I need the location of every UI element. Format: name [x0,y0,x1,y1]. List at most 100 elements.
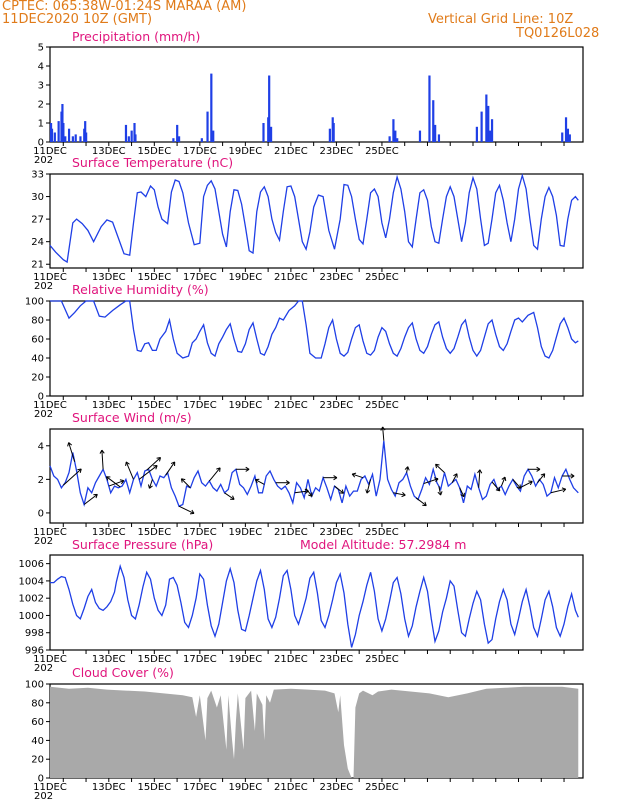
x-tick-label: 15DEC [137,146,171,157]
y-tick-label: 998 [25,628,44,639]
wind-arrow-head [93,493,98,499]
wind-arrow-head [404,466,410,471]
x-tick-label: 21DEC [274,654,308,665]
wind-arrow-head [453,473,458,478]
wind-arrow-head [401,492,406,498]
y-tick-label: 40 [31,736,44,747]
panel-title: Precipitation (mm/h) [72,29,200,44]
precip-bar [489,130,492,142]
wind-arrow-head [67,442,73,447]
y-tick-label: 21 [31,260,44,271]
x-tick-label: 25DEC [365,272,399,283]
wind-arrow [294,490,309,494]
x-tick-label: 23DEC [320,782,354,793]
x-year-label: 202 [34,409,53,420]
y-tick-label: 5 [38,43,44,54]
x-tick-label: 23DEC [320,272,354,283]
x-tick-label: 19DEC [229,654,263,665]
y-tick-label: 80 [31,316,44,327]
wind-arrow-head [119,479,125,485]
precip-bar [418,130,422,142]
wind-arrow-head [422,501,427,507]
wind-arrow [83,493,98,505]
wind-arrow-head [365,489,371,494]
x-year-label: 202 [34,281,53,292]
precip-bar [206,111,209,142]
precip-bar [53,132,56,142]
precip-bar [434,124,437,142]
wind-arrow [334,485,344,494]
wind-arrow-head [528,480,533,486]
precip-bar [124,124,128,142]
x-tick-label: 19DEC [229,527,263,538]
wind-arrow [305,488,313,497]
y-tick-label: 0 [38,508,44,519]
wind-arrow [352,473,364,479]
wind-arrow [393,492,406,496]
panel-title: Surface Pressure (hPa) [72,537,213,552]
x-tick-label: 25DEC [365,654,399,665]
wind-arrow [537,473,546,484]
x-tick-label: 13DEC [92,782,126,793]
y-tick-label: 33 [31,170,44,181]
wind-arrow [500,476,506,487]
wind-arrow [148,479,153,489]
panel-3: Surface Wind (m/s) 0 2 4 11DEC 13DEC 15DEC 17DE… [33,410,584,547]
x-tick-label: 25DEC [365,782,399,793]
wind-arrow-head [147,484,153,489]
wind-arrow [106,476,121,488]
x-tick-label: 17DEC [183,782,217,793]
wind-arrow-head [189,509,195,515]
x-tick-label: 17DEC [183,146,217,157]
x-tick-label: 19DEC [229,272,263,283]
wind-arrow-head [380,426,386,431]
precip-bar [84,121,87,142]
wind-arrow-head [561,487,567,493]
x-tick-label: 13DEC [92,527,126,538]
wind-arrow [178,505,195,514]
precip-bar [177,136,181,142]
y-tick-label: 24 [31,237,44,248]
wind-arrow [255,479,265,485]
precip-bar [210,73,213,142]
x-tick-label: 17DEC [183,400,217,411]
panel-title: Surface Temperature (nC) [72,155,233,170]
x-year-label: 202 [34,791,53,800]
wind-arrow-head [495,486,501,492]
x-tick-label: 11DEC [33,272,67,283]
wind-arrow [451,473,458,483]
precip-bar [85,132,88,142]
y-tick-label: 30 [31,192,44,203]
y-tick-label: 4 [38,62,44,73]
wind-arrow-head [170,461,176,466]
wind-arrow-head [254,478,260,484]
precip-bar [200,138,203,142]
panel-5: Cloud Cover (%) 0 20 40 60 80 100 11DEC 13DEC 15D… [25,665,584,800]
wind-arrow [415,497,427,507]
x-tick-label: 21DEC [274,146,308,157]
precip-bar [130,130,133,142]
wind-arrow-head [435,463,440,469]
wind-arrow-head [180,478,186,483]
y-tick-label: 1000 [19,611,44,622]
x-tick-label: 17DEC [183,272,217,283]
y-tick-label: 100 [25,680,44,691]
x-tick-label: 19DEC [229,400,263,411]
wind-arrow [491,481,501,492]
precip-bar [394,130,397,142]
y-tick-label: 2 [38,475,44,486]
x-tick-label: 21DEC [274,400,308,411]
plot-frame [49,554,584,651]
wind-arrow [208,467,221,482]
x-tick-label: 23DEC [320,400,354,411]
wind-arrow [423,478,439,485]
x-tick-label: 19DEC [229,146,263,157]
x-tick-label: 25DEC [365,146,399,157]
altitude-annotation: Model Altitude: 57.2984 m [300,537,466,552]
wind-arrow [101,450,104,470]
y-tick-label: 4 [38,441,44,452]
wind-arrow-head [77,468,82,474]
x-tick-label: 21DEC [274,272,308,283]
precip-bar [564,117,568,142]
x-tick-label: 15DEC [137,654,171,665]
